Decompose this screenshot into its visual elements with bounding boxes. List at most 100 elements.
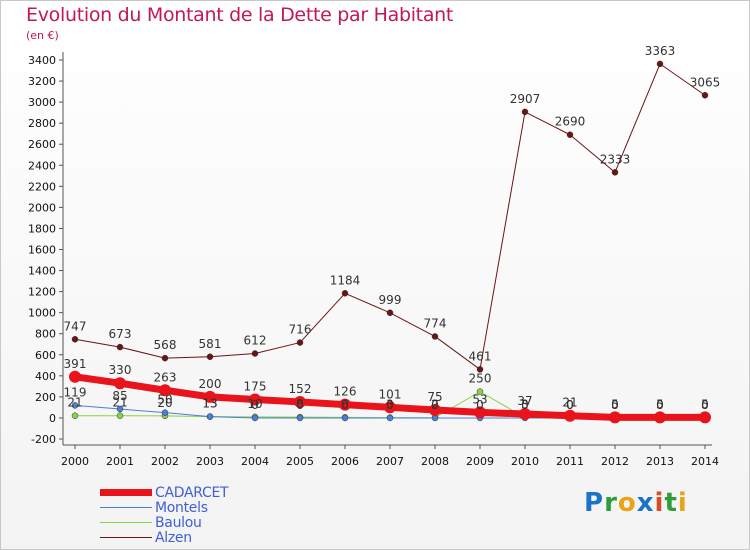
x-tick-label: 2000: [61, 455, 89, 468]
y-tick-label: 2600: [28, 138, 56, 151]
data-label-cadarcet: 5: [611, 397, 619, 411]
data-label-montels: 0: [566, 398, 574, 412]
x-tick-label: 2013: [646, 455, 674, 468]
data-label-montels: 0: [476, 398, 484, 412]
logo-letter: x: [636, 488, 655, 518]
data-label-alzen: 568: [154, 338, 177, 352]
chart-title: Evolution du Montant de la Dette par Hab…: [26, 4, 454, 26]
series-line-alzen: [74, 63, 706, 370]
y-tick-label: 2000: [28, 201, 56, 214]
data-label-cadarcet: 101: [379, 387, 402, 401]
data-label-alzen: 3363: [645, 44, 676, 58]
data-label-cadarcet: 200: [199, 377, 222, 391]
x-tick-label: 2005: [286, 455, 314, 468]
data-label-cadarcet: 75: [427, 390, 442, 404]
data-point-cadarcet: [609, 411, 621, 424]
chart-subtitle: (en €): [26, 29, 59, 42]
data-point-montels: [386, 414, 394, 422]
x-tick-label: 2012: [601, 455, 629, 468]
x-tick-label: 2002: [151, 455, 179, 468]
data-label-montels: 0: [386, 398, 394, 412]
data-label-alzen: 581: [199, 337, 222, 351]
y-tick-label: 3400: [28, 54, 56, 67]
data-point-alzen: [251, 350, 259, 357]
data-label-alzen: 1184: [330, 273, 361, 287]
x-tick-label: 2004: [241, 455, 269, 468]
y-tick-label: -200: [31, 433, 56, 446]
data-label-baulou: 8: [296, 397, 304, 411]
data-label-cadarcet: 175: [244, 380, 267, 394]
y-tick-label: 1800: [28, 222, 56, 235]
data-point-montels: [296, 414, 304, 422]
data-point-cadarcet: [564, 409, 576, 422]
data-label-cadarcet: 330: [109, 363, 132, 377]
data-label-baulou: 10: [247, 397, 262, 411]
y-tick-label: 400: [35, 370, 56, 383]
y-tick-label: 1600: [28, 244, 56, 257]
x-tick-label: 2009: [466, 455, 494, 468]
x-tick-label: 2003: [196, 455, 224, 468]
data-label-montels: 50: [157, 393, 172, 407]
legend-swatch: [100, 537, 152, 538]
data-label-baulou: 6: [341, 397, 349, 411]
y-tick-label: 3000: [28, 96, 56, 109]
y-tick-label: 2800: [28, 117, 56, 130]
data-label-montels: 0: [611, 398, 619, 412]
data-point-alzen: [206, 353, 214, 361]
data-point-alzen: [701, 92, 709, 99]
data-label-cadarcet: 152: [289, 382, 312, 396]
data-point-alzen: [116, 343, 124, 351]
y-tick-label: 3200: [28, 75, 56, 88]
data-label-montels: 0: [251, 398, 259, 412]
data-point-cadarcet: [249, 393, 261, 406]
data-label-cadarcet: 5: [656, 397, 664, 411]
x-tick-label: 2007: [376, 455, 404, 468]
logo-letter: t: [664, 488, 678, 518]
data-label-alzen: 3065: [690, 75, 721, 89]
logo-letter: P: [584, 488, 605, 518]
data-point-cadarcet: [699, 411, 711, 424]
data-point-cadarcet: [159, 384, 171, 397]
y-tick-label: 800: [35, 328, 56, 341]
data-point-alzen: [566, 131, 574, 138]
x-tick-label: 2008: [421, 455, 449, 468]
x-tick-label: 2011: [556, 455, 584, 468]
data-point-cadarcet: [474, 406, 486, 419]
data-label-alzen: 747: [64, 319, 87, 333]
data-point-montels: [161, 409, 169, 416]
logo-letter: r: [604, 488, 618, 518]
data-point-cadarcet: [519, 408, 531, 421]
data-point-montels: [71, 402, 79, 409]
data-point-cadarcet: [429, 404, 441, 417]
data-label-alzen: 999: [379, 293, 402, 307]
data-label-alzen: 2690: [555, 115, 586, 129]
data-point-cadarcet: [294, 395, 306, 408]
legend-label: Alzen: [155, 530, 192, 546]
data-point-cadarcet: [114, 377, 126, 390]
data-point-alzen: [656, 60, 664, 68]
data-label-montels: 85: [112, 389, 127, 403]
data-label-alzen: 612: [244, 334, 267, 348]
x-tick-label: 2006: [331, 455, 359, 468]
data-label-alzen: 774: [424, 316, 447, 330]
y-tick-label: 2200: [28, 180, 56, 193]
data-point-alzen: [161, 354, 169, 362]
data-point-alzen: [71, 336, 79, 343]
data-point-montels: [116, 405, 124, 413]
data-label-baulou: 250: [469, 372, 492, 386]
data-point-alzen: [296, 339, 304, 346]
y-tick-label: 600: [35, 349, 56, 362]
data-label-cadarcet: 5: [701, 397, 709, 411]
y-tick-label: 1200: [28, 286, 56, 299]
data-point-cadarcet: [339, 398, 351, 411]
legend-label: Montels: [155, 500, 208, 516]
legend-swatch: [100, 507, 152, 508]
data-label-cadarcet: 126: [334, 385, 357, 399]
data-label-baulou: 0: [701, 398, 709, 412]
data-label-baulou: 3: [521, 398, 529, 412]
data-point-alzen: [341, 290, 349, 297]
legend-swatch: [100, 522, 152, 523]
data-label-montels: 0: [521, 398, 529, 412]
